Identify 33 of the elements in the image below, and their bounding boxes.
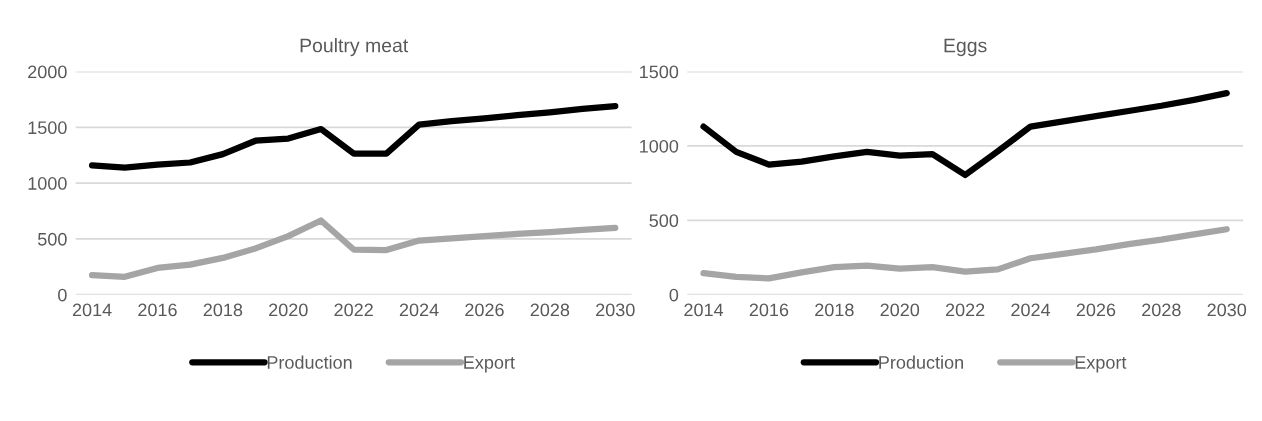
y-tick-label: 1000 <box>640 139 679 153</box>
y-tick-label: 500 <box>37 232 67 246</box>
y-tick-label: 0 <box>669 288 679 302</box>
x-tick-label: 2016 <box>138 303 177 317</box>
chart-title: Poultry meat <box>300 38 409 57</box>
x-tick-label: 2022 <box>945 303 985 317</box>
y-tick-label: 1000 <box>28 177 67 190</box>
legend-label: Export <box>1075 356 1127 373</box>
x-tick-label: 2014 <box>684 303 724 317</box>
y-tick-label: 1500 <box>28 121 67 135</box>
legend-label: Production <box>267 355 352 369</box>
legend-label: Export <box>464 356 515 373</box>
x-tick-label: 2020 <box>269 303 308 317</box>
y-tick-label: 500 <box>649 214 679 228</box>
x-tick-label: 2030 <box>596 303 635 317</box>
x-tick-label: 2026 <box>465 303 504 317</box>
y-tick-label: 1500 <box>640 65 679 79</box>
x-tick-label: 2028 <box>1142 303 1181 317</box>
x-tick-label: 2024 <box>1011 303 1051 317</box>
x-tick-label: 2026 <box>1076 303 1116 317</box>
x-tick-label: 2024 <box>399 303 439 317</box>
x-tick-label: 2018 <box>203 303 243 317</box>
x-tick-label: 2022 <box>334 303 373 317</box>
x-tick-label: 2030 <box>1207 303 1247 317</box>
x-tick-label: 2018 <box>815 303 854 317</box>
x-tick-label: 2028 <box>530 303 570 317</box>
x-tick-label: 2020 <box>880 303 920 317</box>
legend-label: Production <box>879 355 963 369</box>
y-tick-label: 0 <box>58 288 67 302</box>
x-tick-label: 2014 <box>72 303 112 317</box>
chart-title: Eggs <box>944 38 987 57</box>
y-tick-label: 2000 <box>28 65 67 79</box>
x-tick-label: 2016 <box>749 303 789 317</box>
